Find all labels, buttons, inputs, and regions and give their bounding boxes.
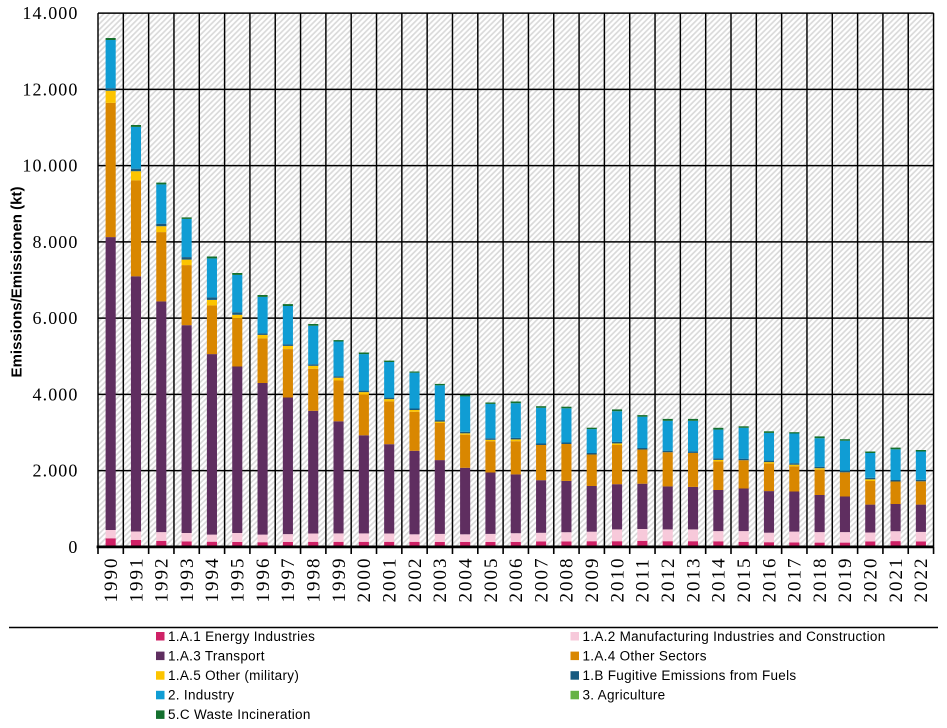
svg-text:2017: 2017: [785, 557, 806, 603]
svg-text:1992: 1992: [152, 557, 173, 603]
svg-text:1999: 1999: [329, 557, 350, 603]
svg-text:1.A.5 Other (military): 1.A.5 Other (military): [168, 668, 299, 683]
svg-text:2011: 2011: [633, 557, 654, 602]
svg-text:2008: 2008: [557, 557, 578, 603]
svg-text:1991: 1991: [126, 557, 147, 603]
svg-text:12.000: 12.000: [22, 79, 78, 99]
svg-text:2002: 2002: [405, 557, 426, 603]
svg-text:2004: 2004: [455, 557, 476, 603]
svg-text:4.000: 4.000: [33, 384, 79, 404]
svg-text:2021: 2021: [886, 557, 907, 603]
svg-text:3. Agriculture: 3. Agriculture: [583, 688, 666, 703]
svg-text:8.000: 8.000: [33, 232, 79, 252]
svg-text:1998: 1998: [304, 557, 325, 603]
svg-text:1990: 1990: [101, 557, 122, 603]
svg-text:0: 0: [68, 537, 78, 557]
svg-text:10.000: 10.000: [22, 156, 78, 176]
svg-text:2005: 2005: [481, 557, 502, 603]
svg-text:6.000: 6.000: [33, 308, 79, 328]
svg-text:2014: 2014: [709, 557, 730, 603]
svg-text:1994: 1994: [202, 557, 223, 603]
svg-text:2.000: 2.000: [33, 461, 79, 481]
svg-text:2010: 2010: [607, 557, 628, 603]
svg-text:2006: 2006: [506, 557, 527, 603]
svg-text:2015: 2015: [734, 557, 755, 603]
svg-text:2016: 2016: [759, 557, 780, 603]
svg-text:1997: 1997: [278, 557, 299, 603]
svg-text:Emissions/Emissionen (kt): Emissions/Emissionen (kt): [9, 187, 26, 378]
svg-text:1995: 1995: [228, 557, 249, 603]
svg-text:2022: 2022: [911, 557, 932, 603]
svg-text:2020: 2020: [861, 557, 882, 603]
svg-text:1.A.2 Manufacturing Industries: 1.A.2 Manufacturing Industries and Const…: [583, 629, 886, 644]
svg-text:1.A.3 Transport: 1.A.3 Transport: [168, 648, 265, 663]
svg-text:2012: 2012: [658, 557, 679, 603]
svg-text:2. Industry: 2. Industry: [168, 688, 234, 703]
svg-text:1993: 1993: [177, 557, 198, 603]
svg-text:2013: 2013: [683, 557, 704, 603]
svg-text:2019: 2019: [835, 557, 856, 603]
svg-text:1.A.1 Energy Industries: 1.A.1 Energy Industries: [168, 629, 315, 644]
svg-text:2003: 2003: [430, 557, 451, 603]
svg-text:2007: 2007: [531, 557, 552, 603]
svg-text:14.000: 14.000: [22, 3, 78, 23]
svg-text:5.C Waste Incineration: 5.C Waste Incineration: [168, 707, 311, 722]
svg-text:1.A.4 Other Sectors: 1.A.4 Other Sectors: [583, 648, 707, 663]
svg-text:2018: 2018: [810, 557, 831, 603]
svg-text:2001: 2001: [379, 557, 400, 603]
svg-text:2009: 2009: [582, 557, 603, 603]
svg-text:1996: 1996: [253, 557, 274, 603]
svg-text:2000: 2000: [354, 557, 375, 603]
svg-text:1.B Fugitive Emissions from Fu: 1.B Fugitive Emissions from Fuels: [583, 668, 797, 683]
